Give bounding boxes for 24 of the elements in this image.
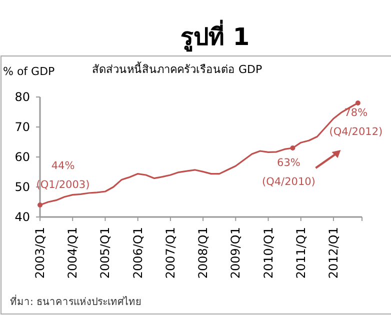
x-tick-label: 2012/Q1 xyxy=(326,227,340,279)
y-tick-label: 60 xyxy=(14,150,30,164)
point xyxy=(355,100,360,106)
point xyxy=(38,202,42,208)
x-tick-label: 2006/Q1 xyxy=(130,227,145,279)
y-tick-label: 40 xyxy=(14,210,30,224)
x-tick-label: 2003/Q1 xyxy=(33,227,47,279)
x-tick-label: 2011/Q1 xyxy=(294,227,308,279)
y-tick-label: 80 xyxy=(14,90,30,104)
point xyxy=(290,146,296,150)
annotation: 78% (Q4/2012) xyxy=(329,107,383,138)
chart-subtitle: สัดส่วนหนี้สินภาคครัวเรือนต่อ GDP xyxy=(92,61,262,76)
x-tick-label: 2008/Q1 xyxy=(196,227,210,279)
x-tick-label: 2004/Q1 xyxy=(66,227,80,279)
x-tick-label: 2005/Q1 xyxy=(98,227,112,279)
x-tick-label: 2010/Q1 xyxy=(261,227,276,279)
y-axis-title: % of GDP xyxy=(3,65,56,78)
y-tick-label: 50 xyxy=(14,180,30,194)
x-tick-label: 2009/Q1 xyxy=(228,227,243,279)
annotation: 63% (Q4/2010) xyxy=(262,157,316,188)
x-tick-label: 2007/Q1 xyxy=(163,227,178,279)
chart-title: รูปที่ 1 xyxy=(180,19,250,52)
text: ที่มา: ธนาคารแห่งประเทศไทย xyxy=(10,294,142,308)
y-tick-label: 70 xyxy=(14,120,30,134)
